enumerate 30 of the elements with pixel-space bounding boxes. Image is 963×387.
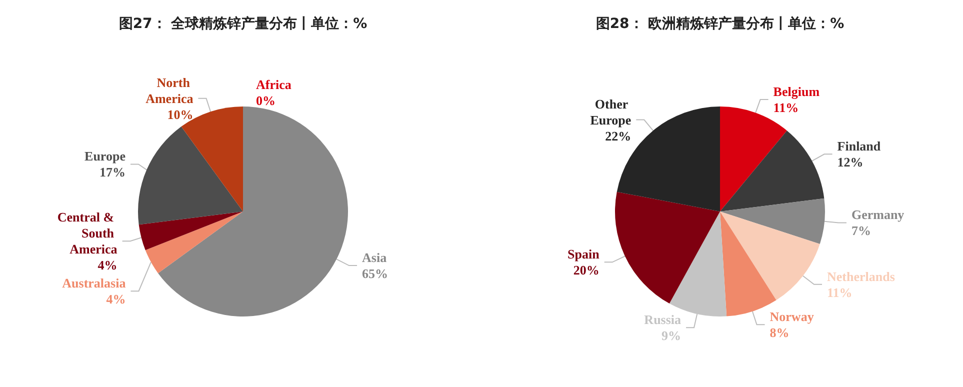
category-label: Africa xyxy=(256,77,292,92)
slice-label: Australasia xyxy=(62,276,126,291)
text: 0% xyxy=(256,93,276,108)
data-label: 4% xyxy=(98,258,118,273)
chart-title: 图28： 欧洲精炼锌产量分布丨单位：% xyxy=(596,15,844,32)
slice-label: Finland xyxy=(837,138,882,154)
data-label: 4% xyxy=(106,292,126,307)
slice-label: North America xyxy=(146,74,194,106)
data-label: 22% xyxy=(605,128,632,144)
slice-label: Norway xyxy=(770,309,814,324)
slice-label: Russia xyxy=(644,312,682,328)
data-label: 65% xyxy=(362,266,388,282)
slice-label: Spain xyxy=(568,246,600,262)
data-label: 11% xyxy=(773,100,799,116)
data-label: 9% xyxy=(662,328,682,344)
data-label: 20% xyxy=(573,262,600,278)
slice-label: Central & South America xyxy=(57,210,118,257)
slice-label: Germany xyxy=(851,207,905,222)
data-label: 12% xyxy=(837,154,864,170)
slice-label: Other Europe xyxy=(590,96,632,128)
slice-label: Europe xyxy=(84,148,126,164)
data-label: 10% xyxy=(167,106,194,122)
data-label: 11% xyxy=(827,284,852,300)
slice-label: Netherlands xyxy=(827,268,895,284)
data-label: 7% xyxy=(851,223,871,238)
data-label: 8% xyxy=(770,325,790,340)
chart-title: 图27： 全球精炼锌产量分布丨单位：% xyxy=(118,15,368,32)
slice-label: Belgium xyxy=(773,84,820,100)
data-label: 17% xyxy=(99,164,126,180)
slice-label: Asia xyxy=(362,250,388,266)
